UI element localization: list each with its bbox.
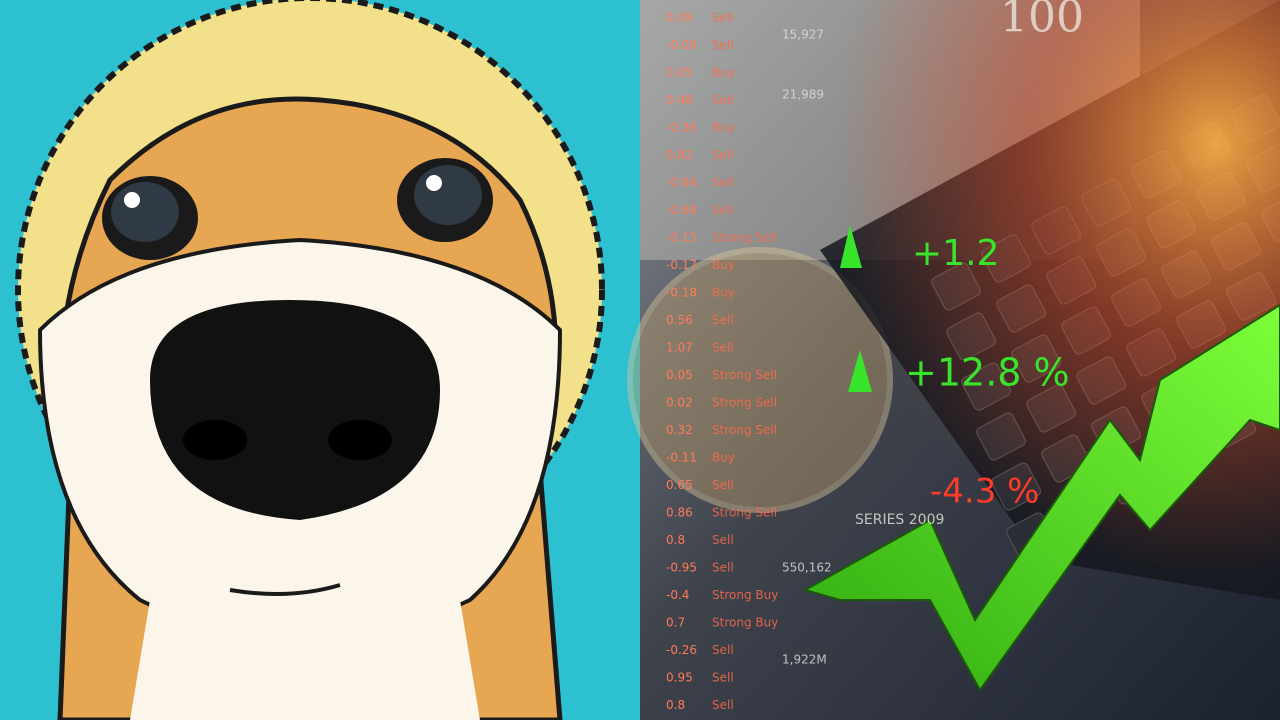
ticker-signal: Sell xyxy=(712,176,734,190)
ticker-change: 0.82 xyxy=(666,148,693,162)
ticker-signal: Buy xyxy=(712,258,735,272)
ticker-volume: 15,927 xyxy=(782,28,824,42)
ticker-signal: Buy xyxy=(712,121,735,135)
ticker-signal: Strong Sell xyxy=(712,396,777,410)
ticker-signal: Sell xyxy=(712,533,734,547)
ticker-signal: Sell xyxy=(712,11,734,25)
ticker-signal: Sell xyxy=(712,313,734,327)
left-iris xyxy=(111,182,179,242)
ticker-change: -0.18 xyxy=(666,286,697,300)
nostril-right xyxy=(328,420,392,460)
ticker-change: 0.48 xyxy=(666,93,693,107)
ticker-signal: Strong Buy xyxy=(712,616,778,630)
growth-arrow xyxy=(802,303,1280,692)
banknote-series: SERIES 2009 xyxy=(855,512,944,528)
ticker-volume: 550,162 xyxy=(782,561,832,575)
ticker-change: 0.8 xyxy=(666,533,685,547)
ticker-change: 0.09 xyxy=(666,11,693,25)
ticker-signal: Strong Sell xyxy=(712,506,777,520)
ticker-change: -0.11 xyxy=(666,451,697,465)
ticker-signal: Sell xyxy=(712,148,734,162)
ticker-change: 0.8 xyxy=(666,698,685,712)
ticker-signal: Sell xyxy=(712,478,734,492)
ticker-change: 0.32 xyxy=(666,423,693,437)
ticker-change: 0.56 xyxy=(666,313,693,327)
ticker-change: -0.88 xyxy=(666,203,697,217)
ticker-signal: Strong Buy xyxy=(712,588,778,602)
right-iris xyxy=(414,165,482,225)
ticker-signal: Sell xyxy=(712,643,734,657)
ticker-change: -0.4 xyxy=(666,588,689,602)
ticker-volume: 1,922M xyxy=(782,653,827,667)
left-eye-glint xyxy=(124,192,140,208)
gain-large: +12.8 % xyxy=(905,351,1070,395)
ticker-signal: Sell xyxy=(712,698,734,712)
banknote-denomination: 100 xyxy=(1000,0,1084,43)
loss: -4.3 % xyxy=(930,472,1039,512)
ticker-change: -0.36 xyxy=(666,121,697,135)
ticker-change: 1.07 xyxy=(666,341,693,355)
up-triangle xyxy=(840,225,862,268)
ticker-change: 0.86 xyxy=(666,506,693,520)
ticker-signal: Sell xyxy=(712,93,734,107)
ticker-change: 0.65 xyxy=(666,478,693,492)
up-triangle xyxy=(848,350,872,392)
ticker-signal: Sell xyxy=(712,38,734,52)
dog-nose xyxy=(150,300,440,520)
ticker-signal: Sell xyxy=(712,203,734,217)
ticker-change: 0.05 xyxy=(666,66,693,80)
ticker-change: 0.02 xyxy=(666,396,693,410)
ticker-signal: Buy xyxy=(712,451,735,465)
ticker-signal: Sell xyxy=(712,561,734,575)
ticker-signal: Strong Sell xyxy=(712,231,777,245)
ticker-change: -0.17 xyxy=(666,258,697,272)
ticker-change: 0.05 xyxy=(666,368,693,382)
ticker-change: -0.95 xyxy=(666,561,697,575)
ticker-signal: Strong Sell xyxy=(712,368,777,382)
dog-mouth xyxy=(229,583,341,596)
right-eye-glint xyxy=(426,175,442,191)
ticker-signal: Buy xyxy=(712,286,735,300)
ticker-change: -0.26 xyxy=(666,643,697,657)
ticker-signal: Strong Sell xyxy=(712,423,777,437)
ticker-signal: Sell xyxy=(712,671,734,685)
ticker-change: -0.15 xyxy=(666,231,697,245)
ticker-change: 0.7 xyxy=(666,616,685,630)
nostril-left xyxy=(183,420,247,460)
ticker-signal: Buy xyxy=(712,66,735,80)
ticker-signal: Sell xyxy=(712,341,734,355)
ticker-change: 0.95 xyxy=(666,671,693,685)
gain-small: +1.2 xyxy=(912,233,999,274)
dog-chest xyxy=(130,600,480,720)
ticker-change: -0.08 xyxy=(666,38,697,52)
ticker: 0.09 Sell -0.08 Sell 0.05 Buy 0.48 Sell -0.36 Buy… xyxy=(666,11,832,713)
ticker-change: -0.94 xyxy=(666,176,697,190)
ticker-volume: 21,989 xyxy=(782,88,824,102)
